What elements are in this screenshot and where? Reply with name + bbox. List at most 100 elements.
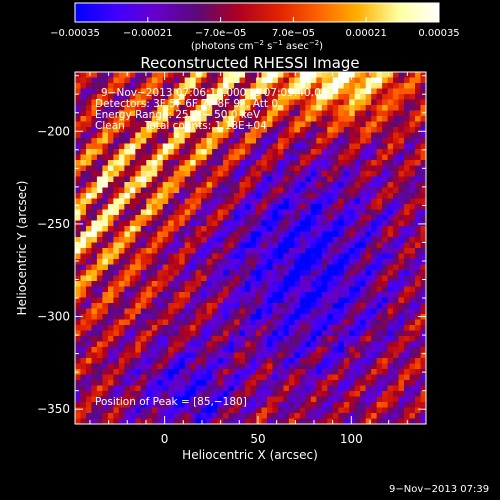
heatmap-cell	[217, 237, 224, 244]
heatmap-cell	[310, 160, 317, 167]
heatmap-cell	[310, 385, 317, 392]
heatmap-cell	[360, 176, 367, 183]
heatmap-cell	[360, 154, 367, 161]
heatmap-cell	[376, 286, 383, 293]
heatmap-cell	[151, 121, 158, 128]
heatmap-cell	[299, 99, 306, 106]
heatmap-cell	[206, 259, 213, 266]
heatmap-cell	[212, 83, 219, 90]
heatmap-cell	[113, 187, 120, 194]
heatmap-cell	[398, 242, 405, 249]
heatmap-cell	[360, 347, 367, 354]
heatmap-cell	[85, 154, 93, 161]
heatmap-cell	[343, 193, 350, 200]
heatmap-cell	[343, 94, 350, 101]
heatmap-cell	[107, 325, 114, 332]
heatmap-cell	[376, 99, 383, 106]
heatmap-cell	[162, 226, 169, 233]
heatmap-cell	[113, 292, 120, 299]
heatmap-cell	[288, 374, 295, 381]
heatmap-cell	[212, 154, 219, 161]
heatmap-cell	[349, 248, 356, 255]
heatmap-cell	[228, 176, 235, 183]
heatmap-cell	[135, 105, 142, 112]
heatmap-cell	[382, 319, 389, 326]
heatmap-cell	[234, 303, 241, 310]
heatmap-cell	[360, 308, 367, 315]
heatmap-cell	[157, 369, 164, 376]
heatmap-cell	[107, 149, 114, 156]
heatmap-cell	[310, 132, 317, 139]
heatmap-cell	[113, 237, 120, 244]
heatmap-cell	[140, 308, 147, 315]
heatmap-cell	[371, 330, 378, 337]
heatmap-cell	[234, 77, 241, 84]
heatmap-cell	[420, 297, 426, 304]
heatmap-cell	[371, 187, 378, 194]
heatmap-cell	[206, 385, 213, 392]
heatmap-cell	[299, 407, 306, 414]
heatmap-cell	[140, 176, 147, 183]
heatmap-cell	[151, 385, 158, 392]
heatmap-cell	[299, 182, 306, 189]
heatmap-cell	[195, 94, 202, 101]
heatmap-cell	[107, 369, 114, 376]
heatmap-cell	[338, 77, 345, 84]
heatmap-cell	[277, 253, 284, 260]
heatmap-cell	[354, 352, 361, 359]
heatmap-cell	[404, 149, 411, 156]
heatmap-cell	[305, 83, 312, 90]
heatmap-cell	[195, 149, 202, 156]
heatmap-cell	[201, 330, 208, 337]
heatmap-cell	[420, 198, 426, 205]
heatmap-cell	[294, 325, 301, 332]
heatmap-cell	[239, 396, 246, 403]
heatmap-cell	[228, 407, 235, 414]
heatmap-cell	[343, 391, 350, 398]
heatmap-cell	[102, 418, 109, 424]
heatmap-cell	[415, 270, 422, 277]
heatmap-cell	[321, 286, 328, 293]
heatmap-cell	[146, 182, 153, 189]
heatmap-cell	[398, 99, 405, 106]
heatmap-cell	[332, 336, 339, 343]
heatmap-cell	[327, 308, 334, 315]
heatmap-cell	[228, 165, 235, 172]
heatmap-cell	[217, 396, 224, 403]
heatmap-cell	[124, 380, 131, 387]
heatmap-cell	[118, 303, 125, 310]
heatmap-cell	[135, 385, 142, 392]
heatmap-cell	[415, 407, 422, 414]
heatmap-cell	[212, 171, 219, 178]
heatmap-cell	[299, 418, 306, 424]
heatmap-cell	[118, 138, 125, 145]
heatmap-cell	[190, 165, 197, 172]
heatmap-cell	[118, 88, 125, 95]
heatmap-cell	[327, 402, 334, 409]
heatmap-cell	[294, 138, 301, 145]
heatmap-cell	[96, 237, 104, 244]
heatmap-cell	[157, 358, 164, 365]
heatmap-cell	[277, 94, 284, 101]
heatmap-cell	[288, 182, 295, 189]
heatmap-cell	[299, 116, 306, 123]
heatmap-cell	[310, 231, 317, 238]
heatmap-cell	[129, 83, 136, 90]
heatmap-cell	[349, 275, 356, 282]
heatmap-cell	[409, 154, 416, 161]
heatmap-cell	[151, 325, 158, 332]
heatmap-cell	[140, 358, 147, 365]
heatmap-cell	[294, 132, 301, 139]
heatmap-cell	[228, 193, 235, 200]
heatmap-cell	[272, 165, 279, 172]
heatmap-cell	[382, 281, 389, 288]
heatmap-cell	[266, 385, 274, 392]
heatmap-cell	[80, 127, 87, 134]
heatmap-cell	[201, 94, 208, 101]
heatmap-cell	[184, 193, 191, 200]
heatmap-cell	[261, 193, 268, 200]
heatmap-cell	[124, 176, 131, 183]
heatmap-cell	[135, 363, 142, 370]
heatmap-cell	[261, 171, 268, 178]
heatmap-cell	[349, 105, 356, 112]
